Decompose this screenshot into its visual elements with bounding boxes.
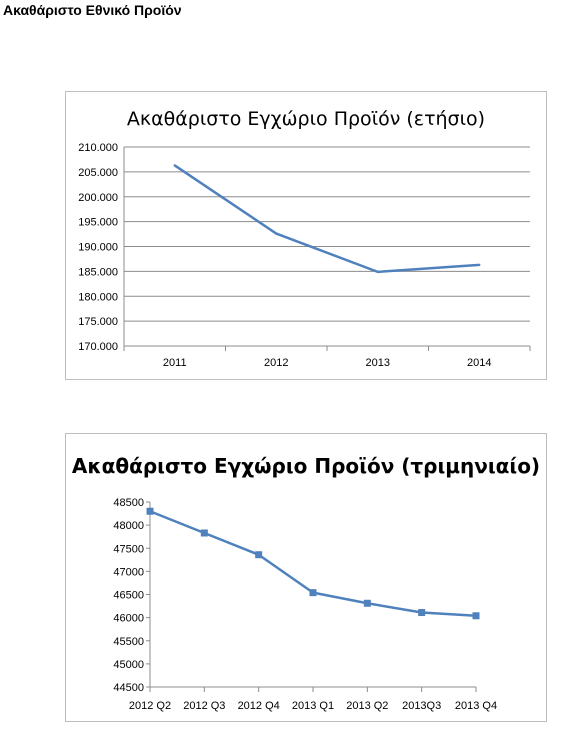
y-tick-label: 44500 — [113, 682, 144, 694]
data-point — [255, 551, 263, 559]
series-line — [149, 510, 477, 618]
y-tick-label: 48500 — [113, 497, 144, 509]
x-tick-label: 2012 Q3 — [183, 700, 225, 712]
x-tick-label: 2012 Q2 — [129, 700, 171, 712]
y-tick-label: 46000 — [113, 613, 144, 625]
x-tick-label: 2013 Q2 — [346, 700, 388, 712]
y-tick-label: 205.000 — [78, 167, 118, 179]
data-point — [363, 599, 371, 607]
y-tick-label: 170.000 — [78, 341, 118, 353]
data-point — [478, 263, 481, 267]
chart-title: Ακαθάριστο Εγχώριο Προϊόν (ετήσιο) — [126, 108, 486, 130]
y-tick-label: 45000 — [113, 659, 144, 671]
x-tick-label: 2013Q3 — [402, 700, 441, 712]
y-tick-label: 200.000 — [78, 192, 118, 204]
quarterly-gdp-chart: Ακαθάριστο Εγχώριο Προϊόν (τριμηνιαίο) 4… — [65, 433, 547, 722]
chart-title: Ακαθάριστο Εγχώριο Προϊόν (τριμηνιαίο) — [71, 454, 541, 478]
data-point — [200, 529, 208, 537]
page-title: Ακαθάριστο Εθνικό Προϊόν — [3, 2, 182, 18]
data-point — [275, 232, 278, 235]
data-point — [309, 589, 317, 597]
data-point — [418, 609, 426, 617]
y-tick-label: 190.000 — [78, 242, 118, 254]
y-tick-label: 47000 — [113, 566, 144, 578]
y-tick-label: 180.000 — [78, 291, 118, 303]
data-point — [146, 507, 154, 515]
x-tick-label: 2013 Q1 — [292, 700, 334, 712]
data-point — [472, 612, 480, 620]
x-tick-label: 2012 Q4 — [238, 700, 280, 712]
series-line — [174, 164, 480, 274]
annual-gdp-plot: 170.000 175.000 180.000 185.000 190.000 195.0… — [78, 142, 531, 369]
data-point — [376, 270, 379, 274]
y-tick-label: 210.000 — [78, 142, 118, 154]
x-tick-label: 2012 — [264, 357, 288, 369]
annual-gdp-chart: Ακαθάριστο Εγχώριο Προϊόν (ετήσιο) 170.0… — [65, 91, 547, 380]
x-tick-label: 2013 — [366, 357, 390, 369]
y-tick-label: 175.000 — [78, 316, 118, 328]
quarterly-gdp-plot: 44500 45000 45500 46000 46500 47000 47500 48000… — [113, 497, 497, 712]
y-tick-label: 185.000 — [78, 266, 118, 278]
x-tick-label: 2011 — [163, 357, 187, 369]
y-tick-label: 48000 — [113, 520, 144, 532]
y-tick-label: 46500 — [113, 590, 144, 602]
data-point — [173, 164, 176, 167]
y-tick-label: 195.000 — [78, 217, 118, 229]
y-tick-label: 47500 — [113, 543, 144, 555]
y-tick-label: 45500 — [113, 636, 144, 648]
x-tick-label: 2013 Q4 — [455, 700, 497, 712]
x-tick-label: 2014 — [467, 357, 491, 369]
